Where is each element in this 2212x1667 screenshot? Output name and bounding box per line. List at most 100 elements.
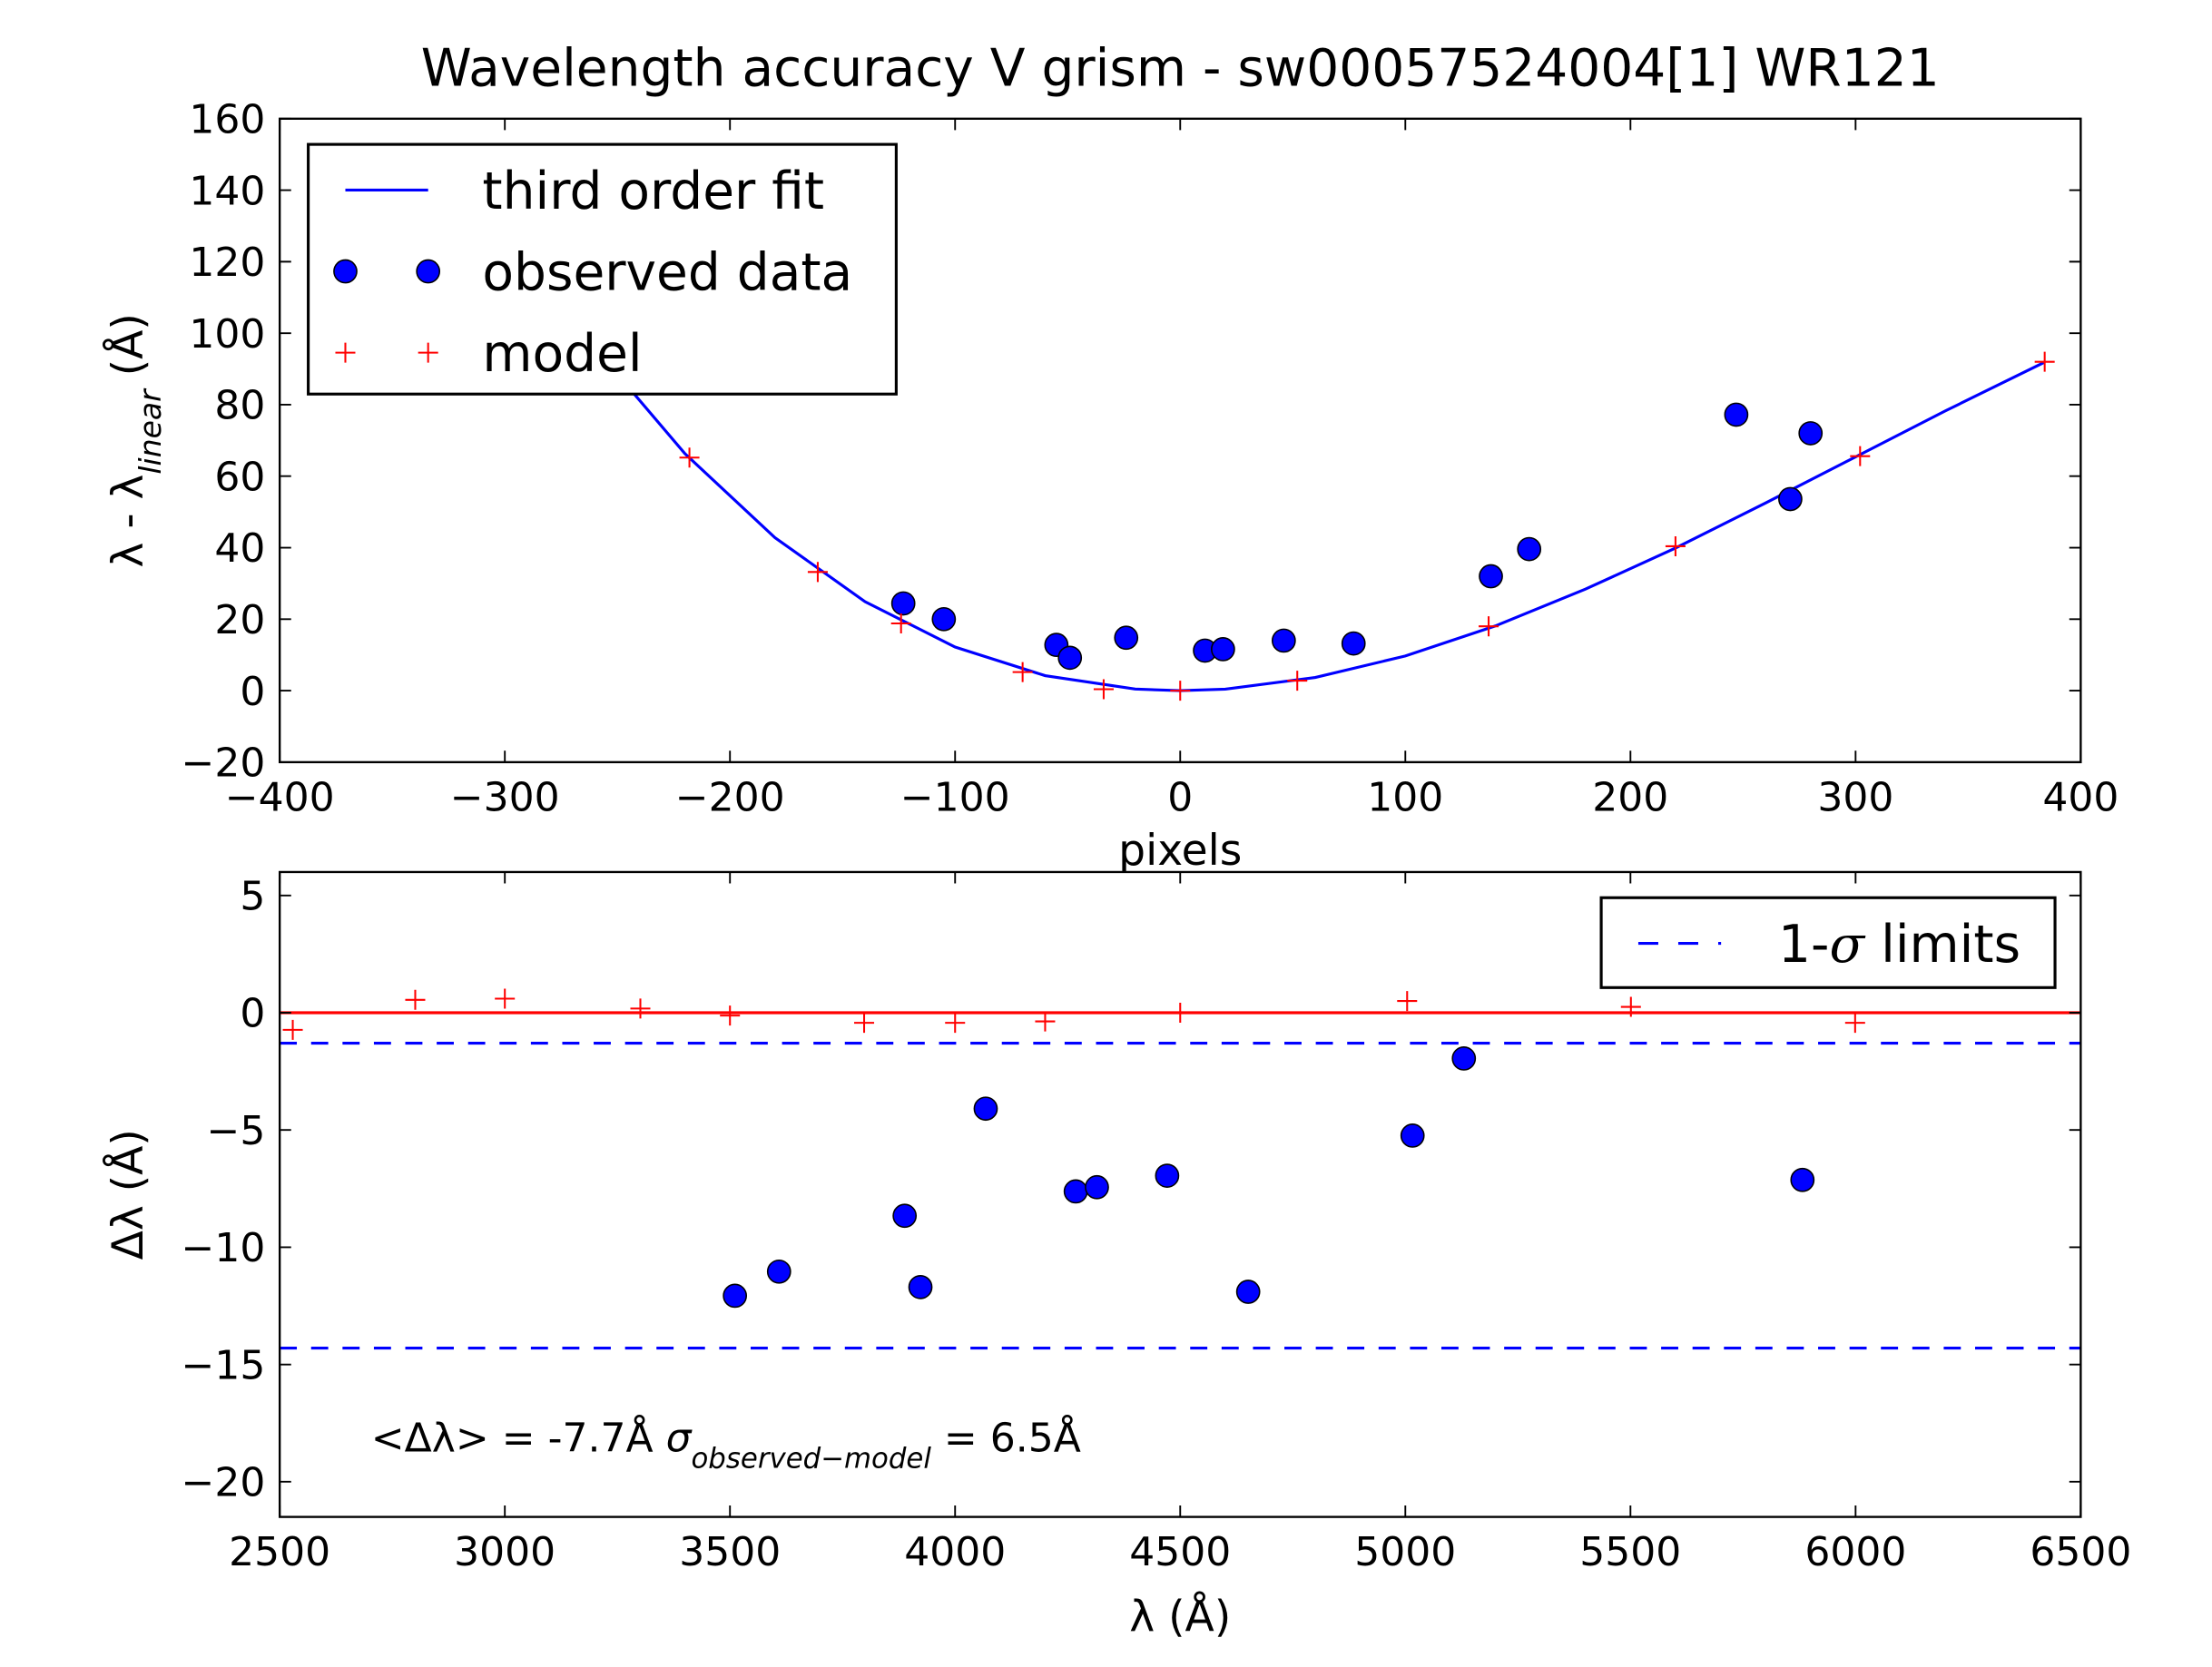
y-tick-label: 20: [214, 597, 265, 643]
x-tick-label: 3000: [454, 1529, 555, 1575]
data-point: [1211, 637, 1235, 662]
data-point: [1790, 1167, 1815, 1192]
x-tick-label: 2500: [229, 1529, 330, 1575]
x-tick-label: 100: [1367, 774, 1443, 820]
chart-title: Wavelength accuracy V grism - sw00057524…: [421, 39, 1940, 99]
x-tick-label: 300: [1817, 774, 1893, 820]
label-part: = 6.5Å: [931, 1413, 1081, 1461]
model-point: [1665, 535, 1686, 556]
model-point: [1479, 616, 1499, 637]
x-tick-label: 200: [1592, 774, 1668, 820]
model-point: [630, 998, 651, 1019]
data-point: [1114, 625, 1139, 651]
data-point: [890, 591, 916, 616]
legend-label: model: [482, 324, 642, 384]
data-point: [1517, 536, 1542, 562]
x-tick-label: 6500: [2030, 1529, 2131, 1575]
x-tick-label: 400: [2042, 774, 2119, 820]
data-point: [723, 1283, 748, 1309]
model-point: [282, 1019, 303, 1040]
y-tick-label: 5: [240, 874, 265, 920]
label-part: (Å): [102, 313, 153, 389]
legend-box: [1599, 896, 2057, 989]
data-point: [931, 606, 957, 632]
legend-text: 1-: [1778, 915, 1829, 975]
model-point: [2034, 351, 2055, 372]
data-point: [1085, 1174, 1109, 1200]
label: Δλ (Å): [102, 1129, 153, 1260]
x-tick-label: 5000: [1354, 1529, 1456, 1575]
x-tick-label: 6000: [1804, 1529, 1906, 1575]
model-point: [1620, 996, 1641, 1017]
legend-label: observed data: [482, 242, 852, 302]
model-point: [679, 447, 700, 468]
legend-swatch: [418, 342, 438, 363]
legend-swatch: [335, 342, 356, 363]
data-point: [766, 1259, 791, 1284]
fit-line: [503, 217, 2046, 692]
x-axis-label: pixels: [1118, 826, 1242, 876]
y-tick-label: −20: [182, 1460, 266, 1506]
y-tick-label: −10: [182, 1225, 266, 1271]
legend-label: 1-σ limits: [1778, 915, 2020, 975]
model-point: [1170, 1002, 1191, 1024]
label-part: linear: [133, 387, 168, 475]
x-tick-label: −200: [675, 774, 785, 820]
data-point: [1155, 1163, 1180, 1188]
y-tick-label: 80: [214, 383, 265, 429]
legend-text: σ: [1829, 915, 1865, 975]
x-axis-label: λ (Å): [1129, 1590, 1231, 1642]
label: λ - λlinear (Å): [102, 313, 168, 567]
model-point: [1093, 679, 1114, 700]
model-point: [807, 562, 828, 583]
data-point: [1798, 421, 1824, 446]
y-tick-label: −5: [207, 1108, 266, 1154]
data-point: [1778, 486, 1803, 512]
label-part: <Δλ> = -7.7Å: [371, 1413, 666, 1461]
data-point: [1271, 628, 1296, 653]
x-tick-label: 0: [1167, 774, 1193, 820]
y-tick-label: 40: [214, 525, 265, 572]
y-tick-label: 140: [189, 168, 265, 214]
model-point: [405, 989, 426, 1010]
y-tick-label: 0: [240, 669, 265, 715]
x-tick-label: 3500: [679, 1529, 781, 1575]
model-point: [1287, 671, 1308, 691]
x-tick-label: −100: [900, 774, 1010, 820]
legend-text: limits: [1864, 915, 2020, 975]
y-tick-label: −15: [182, 1342, 266, 1388]
data-point: [1451, 1046, 1477, 1071]
model-point: [1035, 1011, 1056, 1032]
y-tick-label: 100: [189, 311, 265, 358]
legend-label: third order fit: [482, 162, 824, 221]
model-point: [945, 1013, 966, 1034]
legend-box: [307, 142, 898, 396]
label-part: σ: [666, 1415, 693, 1461]
data-point: [908, 1274, 933, 1299]
label-part: observed−model: [691, 1442, 931, 1475]
data-point: [973, 1096, 998, 1122]
model-point: [1850, 446, 1871, 466]
y-tick-label: 60: [214, 454, 265, 500]
data-point: [1235, 1280, 1261, 1304]
legend-swatch: [416, 259, 441, 284]
y-tick-label: 160: [189, 97, 265, 143]
label-part: Δλ (Å): [102, 1129, 153, 1260]
y-tick-label: 0: [240, 991, 265, 1037]
model-point: [720, 1005, 741, 1026]
model-point: [854, 1013, 875, 1034]
data-point: [1400, 1123, 1425, 1148]
model-point: [1397, 991, 1418, 1012]
data-point: [1057, 645, 1083, 671]
x-tick-label: −300: [450, 774, 560, 820]
model-point: [1170, 681, 1191, 701]
label: <Δλ> = -7.7Å σobserved−model = 6.5Å: [371, 1413, 1081, 1475]
data-point: [1479, 564, 1503, 589]
data-point: [1724, 402, 1749, 427]
y-tick-label: −20: [182, 740, 266, 787]
x-tick-label: −400: [225, 774, 335, 820]
x-tick-label: 4000: [904, 1529, 1006, 1575]
model-point: [1012, 662, 1033, 682]
legend-swatch: [333, 259, 358, 284]
